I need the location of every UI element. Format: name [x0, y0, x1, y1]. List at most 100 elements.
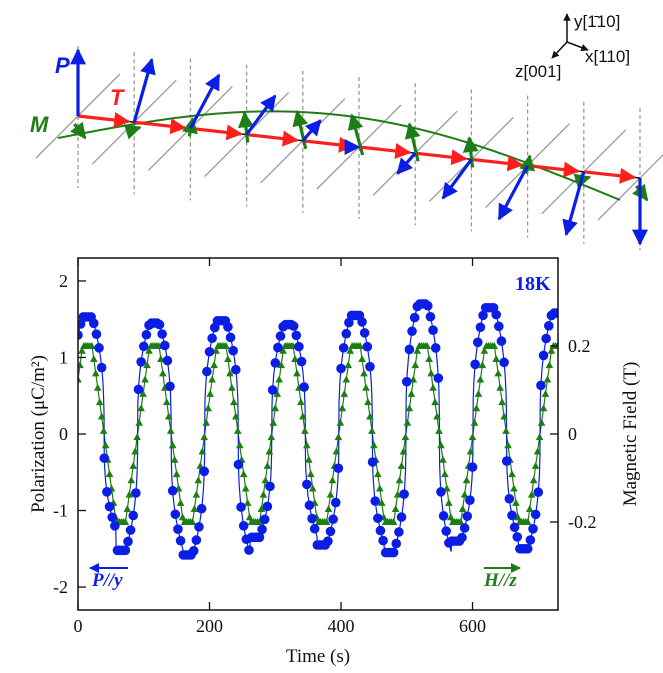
series-H-point — [139, 389, 147, 397]
label-T: T — [110, 85, 125, 110]
series-P-point — [441, 526, 452, 536]
series-H-point — [277, 361, 285, 369]
series-P-point — [333, 463, 344, 474]
series-P-point — [375, 525, 386, 536]
series-P-point — [125, 525, 136, 535]
series-P-point — [104, 501, 115, 512]
series-P-point — [323, 536, 333, 547]
spin-P-arrow — [441, 158, 473, 200]
series-P-point — [291, 330, 302, 341]
series-P-point — [207, 333, 217, 344]
series-P-point — [107, 512, 117, 523]
series-P-point — [359, 328, 370, 338]
series-P-point — [91, 329, 102, 339]
series-P-point — [162, 355, 173, 366]
series-H-point — [523, 518, 532, 525]
series-H-point — [226, 369, 234, 377]
series-H-point — [88, 342, 96, 349]
series-P-point — [536, 380, 546, 391]
series-P-point — [528, 524, 538, 534]
series-H-point — [176, 498, 185, 506]
series-H-point — [393, 490, 402, 498]
series-P-point — [409, 312, 420, 323]
series-P-point — [467, 462, 478, 472]
spin-M-arrow — [632, 183, 649, 202]
series-P-point — [299, 382, 309, 392]
spin-T-arrow — [471, 155, 524, 172]
series-P-point — [267, 385, 278, 395]
series-P-point — [494, 321, 504, 332]
series-H-point — [338, 404, 347, 412]
series-H-point — [403, 418, 412, 426]
spin-T-arrow — [134, 118, 187, 135]
series-H-point — [125, 490, 134, 498]
series-P-point — [509, 522, 520, 533]
series-H-point — [389, 518, 398, 525]
spin-T-arrow — [302, 136, 355, 153]
chart-series — [78, 299, 558, 560]
series-P-point — [433, 373, 444, 383]
series-P-point — [396, 512, 407, 522]
series-H-point — [500, 412, 508, 420]
series-P-point — [512, 532, 523, 542]
x-tick-label: 0 — [74, 616, 83, 636]
series-H-point — [297, 398, 305, 406]
series-H-point — [508, 470, 516, 478]
series-H-point — [208, 375, 216, 383]
series-H-point — [510, 484, 518, 492]
spin-T-arrow — [190, 124, 243, 141]
spin-P-arrow — [396, 152, 417, 175]
series-P-point — [167, 485, 178, 496]
series-H-point — [474, 389, 483, 397]
spin-M-arrow — [462, 136, 479, 168]
series-P-point — [378, 535, 388, 546]
series-P-point — [128, 510, 139, 521]
series-P-point — [491, 309, 501, 320]
series-P-point — [254, 532, 265, 543]
series-P-point — [470, 359, 480, 370]
series-H-point — [435, 426, 443, 434]
series-H-point — [334, 433, 343, 441]
series-H-point — [204, 404, 212, 412]
series-P-point — [404, 344, 415, 355]
series-P-point — [78, 330, 83, 340]
series-H-point — [470, 418, 479, 426]
series-P-point — [238, 521, 249, 531]
series-H-point — [133, 433, 141, 441]
series-H-point — [308, 484, 317, 492]
series-P-point — [194, 522, 204, 532]
series-H-point — [431, 398, 439, 406]
spin-M-arrow — [123, 124, 142, 140]
series-H-point — [188, 518, 197, 525]
series-P-point — [99, 453, 110, 463]
series-H-point — [239, 470, 248, 478]
spin-P-arrow — [301, 119, 322, 142]
series-P-point — [102, 487, 112, 497]
series-H-point — [145, 346, 153, 354]
series-H-point — [279, 346, 287, 354]
series-H-point — [494, 369, 502, 377]
series-H-point — [172, 470, 181, 478]
spin-P-arrow — [497, 164, 530, 221]
series-P-point — [428, 325, 438, 335]
series-P-point — [438, 511, 449, 521]
series-H-point — [539, 404, 548, 412]
series-P-point — [538, 350, 549, 361]
series-H-point — [324, 504, 333, 512]
series-H-point — [368, 426, 376, 434]
series-P-point — [341, 328, 352, 339]
series-H-point — [429, 383, 437, 391]
series-P-point — [370, 496, 381, 506]
series-H-point — [411, 361, 420, 369]
spin-spiral-diagram: P T M y[1̄10] x[110] z[001] — [30, 12, 663, 250]
y-tick-label-left: 0 — [59, 424, 68, 444]
series-H-point — [101, 441, 110, 449]
series-P-point — [325, 526, 336, 537]
series-P-point — [204, 346, 215, 357]
spin-M-arrow — [404, 122, 421, 162]
coordinate-axes-icon — [551, 13, 589, 59]
spin-T-arrow — [246, 130, 299, 147]
series-H-point — [332, 447, 341, 455]
series-H-point — [541, 389, 550, 397]
